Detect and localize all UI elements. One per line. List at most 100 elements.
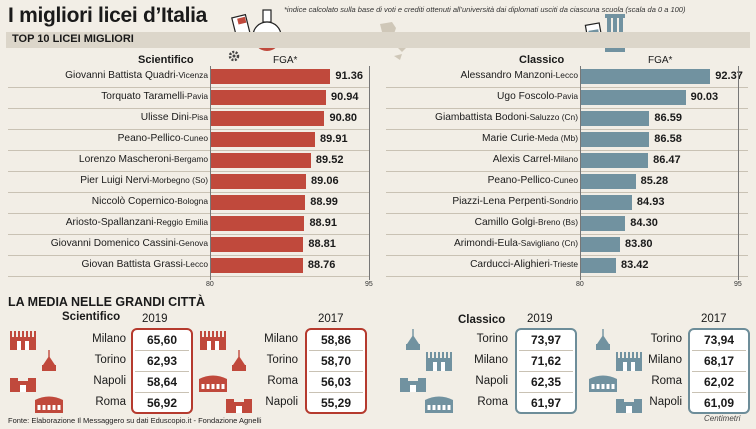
school-label: Pier Luigi Nervi-Morbegno (So) [80, 175, 208, 186]
school-label: Piazzi-Lena Perpenti-Sondrio [452, 196, 578, 207]
row-separator [386, 234, 748, 235]
school-name: Camillo Golgi [474, 216, 536, 228]
source-text: Fonte: Elaborazione Il Messaggero su dat… [8, 416, 262, 425]
top10-title: TOP 10 LICEI MIGLIORI [12, 33, 134, 45]
city-value: 55,29 [320, 395, 352, 410]
scientifico-label: Scientifico [138, 54, 194, 66]
media-scientifico-label: Scientifico [62, 311, 121, 323]
footnote: *indice calcolato sulla base di voti e c… [284, 5, 686, 14]
city-value: 61,09 [703, 395, 735, 410]
school-name: Piazzi-Lena Perpenti [452, 195, 547, 207]
mole-icon [398, 328, 428, 356]
bar-value-label: 86.59 [654, 111, 682, 124]
bar [580, 258, 617, 273]
city-label: Roma [651, 374, 682, 387]
school-dash: - [546, 195, 550, 206]
row-separator [8, 255, 369, 256]
city-value: 73,97 [530, 332, 562, 347]
row-separator [386, 108, 748, 109]
city-value: 62,35 [530, 374, 562, 389]
bar-value-label: 90.03 [690, 90, 719, 103]
row-separator [8, 213, 369, 214]
city-label: Napoli [265, 395, 298, 408]
city-value: 71,62 [530, 353, 562, 368]
school-label: Giovanni Battista Quadri-Vicenza [65, 70, 208, 81]
school-city: Vicenza [178, 69, 208, 80]
bar [210, 216, 305, 231]
row-separator [8, 87, 369, 88]
axis-line [369, 66, 370, 280]
row-separator [386, 192, 748, 193]
school-dash: - [526, 111, 530, 122]
bar-value-label: 92.37 [715, 69, 743, 82]
school-city: Savigliano (Cn) [520, 237, 578, 248]
city-label: Napoli [93, 374, 126, 387]
school-name: Giovan Battista Grassi [81, 258, 183, 270]
media-title: LA MEDIA NELLE GRANDI CITTÀ [8, 295, 205, 309]
city-value: 58,64 [146, 374, 178, 389]
row-separator [8, 192, 369, 193]
bar-value-label: 88.81 [308, 237, 336, 250]
school-label: Arimondi-Eula-Savigliano (Cn) [454, 238, 578, 249]
axis-line [210, 66, 211, 280]
school-name: Ariosto-Spallanzani [65, 216, 154, 228]
school-label: Niccolò Copernico-Bologna [92, 196, 208, 207]
duomo-icon [198, 329, 228, 356]
city-label: Napoli [475, 374, 508, 387]
city-label: Torino [266, 353, 298, 366]
box-separator [519, 371, 573, 372]
bar-value-label: 89.91 [320, 132, 348, 145]
school-city: Pavia [557, 90, 578, 101]
school-name: Alexis Carrel [492, 153, 551, 165]
school-dash: - [182, 258, 186, 269]
school-dash: - [153, 216, 157, 227]
castle-icon [8, 371, 38, 398]
colosseum-icon [424, 392, 454, 419]
row-separator [8, 108, 369, 109]
school-city: Meda (Mb) [537, 132, 579, 143]
bar-value-label: 84.93 [636, 195, 665, 208]
school-city: Pavia [187, 90, 208, 101]
bar-value-label: 88.99 [310, 195, 338, 208]
city-label: Torino [94, 353, 126, 366]
classico-label: Classico [519, 54, 565, 66]
bar-value-label: 88.76 [307, 258, 336, 271]
bar [210, 69, 331, 84]
school-city: Lecco [555, 69, 578, 80]
year-label: 2019 [527, 313, 553, 325]
city-label: Roma [477, 395, 508, 408]
classico-chart: Alessandro Manzoni-Lecco 92.37 Ugo Foscolo… [378, 0, 756, 295]
row-separator [8, 234, 369, 235]
school-label: Lorenzo Mascheroni-Bergamo [79, 154, 208, 165]
bar [580, 174, 636, 189]
box-separator [135, 392, 189, 393]
row-separator [8, 129, 369, 130]
school-city: Breno (Bs) [537, 216, 578, 227]
duomo-icon [8, 329, 38, 356]
bar [580, 69, 711, 84]
city-label: Torino [476, 332, 508, 345]
media-classico-label: Classico [458, 314, 506, 326]
box-separator [692, 350, 746, 351]
bar [210, 90, 326, 105]
bar [580, 132, 650, 147]
city-value: 56,92 [146, 395, 178, 410]
bar-value-label: 88.91 [309, 216, 337, 229]
city-value: 62,93 [146, 353, 178, 368]
school-label: Marie Curie-Meda (Mb) [482, 133, 578, 144]
box-separator [519, 350, 573, 351]
school-dash: - [517, 237, 521, 248]
bar [580, 237, 621, 252]
school-dash: - [171, 153, 175, 164]
mole-icon [224, 349, 254, 377]
colosseum-icon [198, 371, 228, 398]
year-label: 2019 [142, 313, 168, 325]
school-label: Torquato Taramelli-Pavia [101, 91, 208, 102]
school-name: Carducci-Alighieri [470, 258, 550, 270]
city-value: 65,60 [146, 332, 178, 347]
bar [210, 195, 306, 210]
school-name: Giambattista Bodoni [435, 111, 527, 123]
bar-value-label: 86.47 [653, 153, 681, 166]
duomo-icon [614, 350, 644, 377]
school-dash: - [554, 90, 558, 101]
